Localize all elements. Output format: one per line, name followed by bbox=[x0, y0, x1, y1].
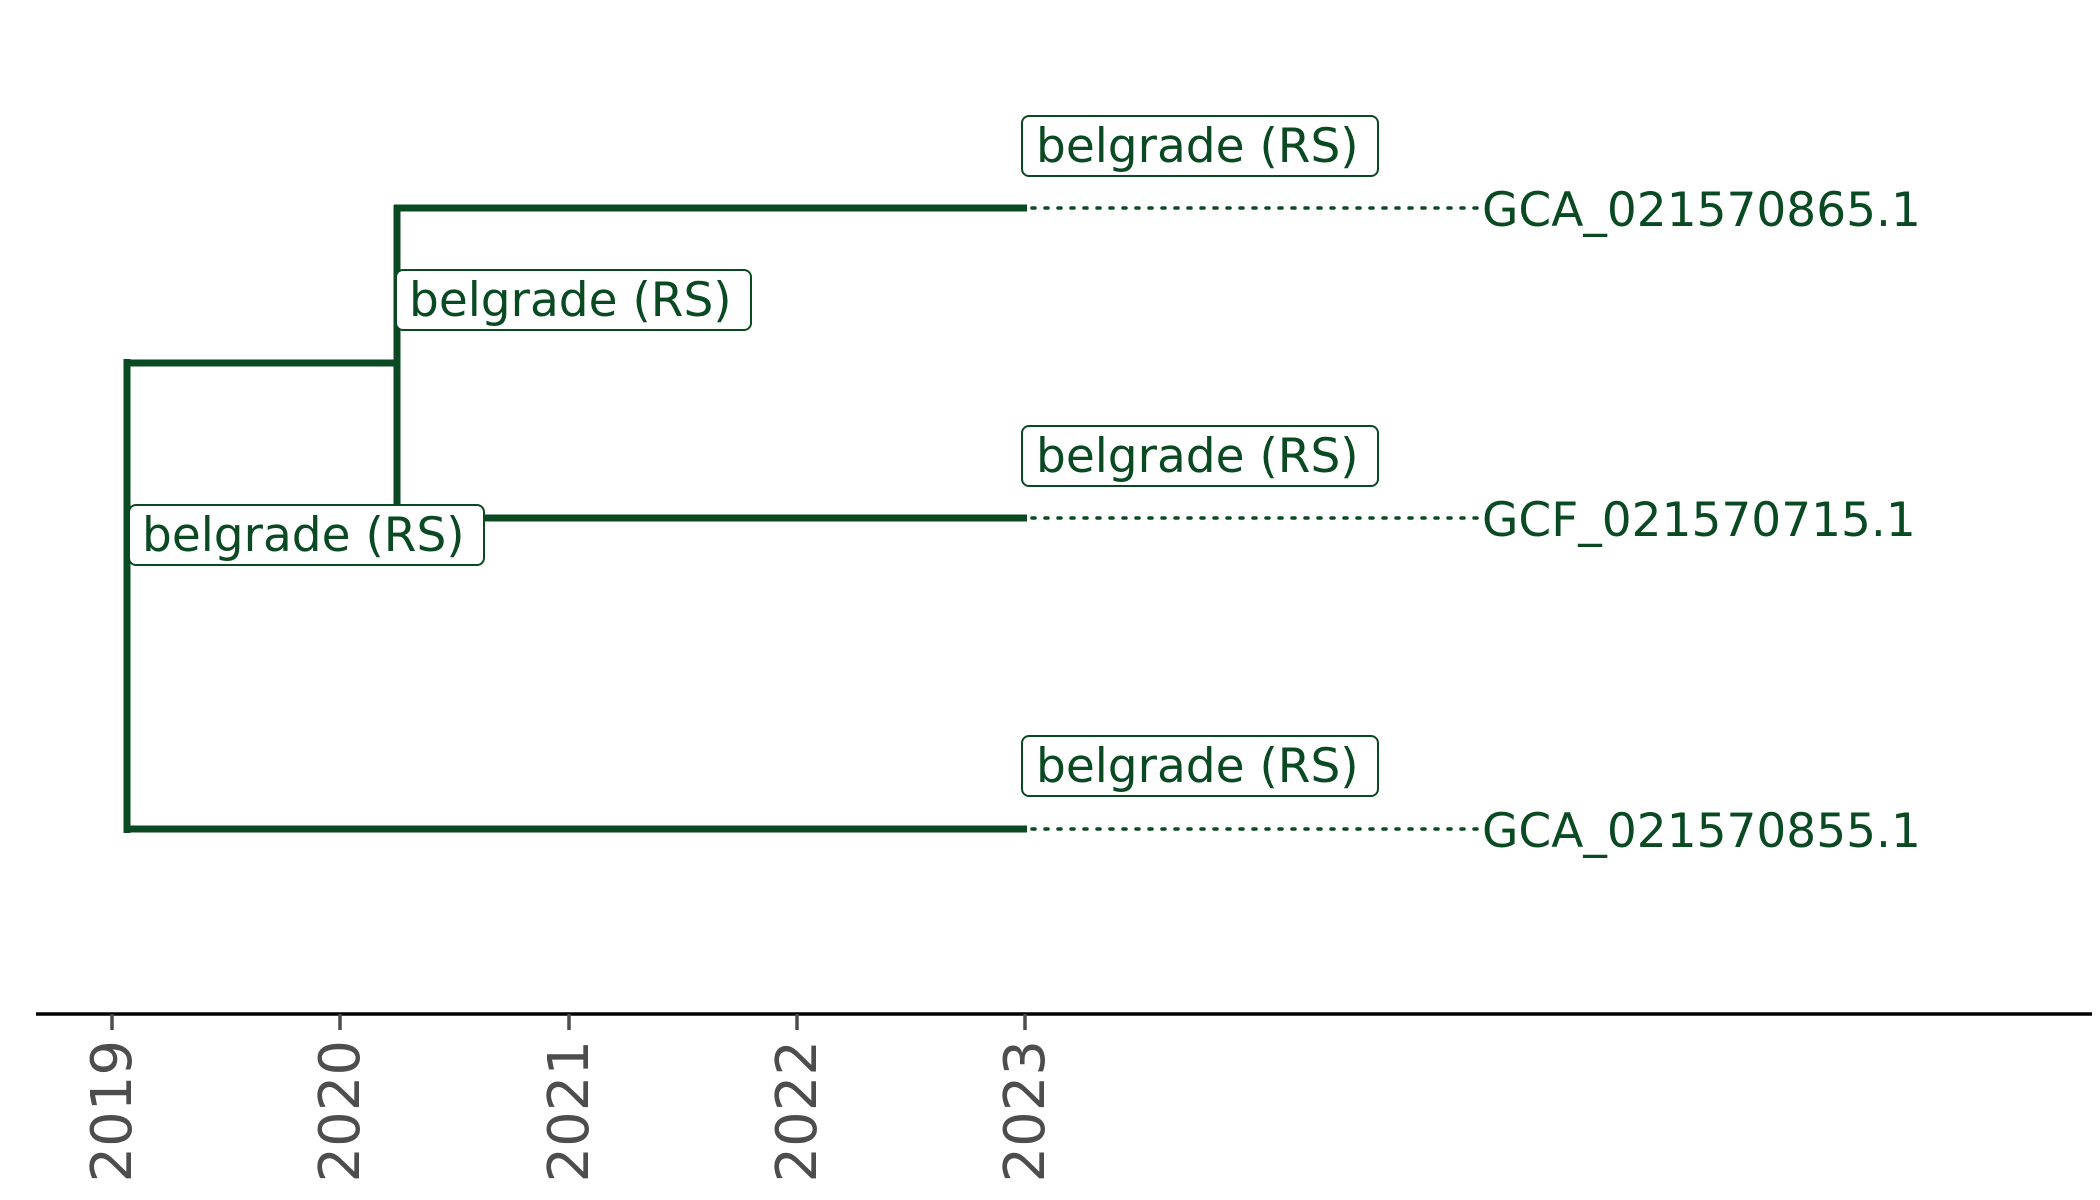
tip-3-location-label: belgrade (RS) bbox=[1021, 735, 1379, 797]
clade-1-location-label: belgrade (RS) bbox=[395, 269, 752, 331]
time-axis: 2019 2020 2021 2022 2023 bbox=[36, 1012, 2092, 1183]
tip-1-label: GCA_021570865.1 bbox=[1482, 183, 1921, 238]
tip-2-label: GCF_021570715.1 bbox=[1482, 493, 1916, 548]
tip-3-location-text: belgrade (RS) bbox=[1036, 739, 1359, 794]
location-labels: belgrade (RS) belgrade (RS) belgrade (RS… bbox=[128, 115, 1379, 797]
tip-1-location-label: belgrade (RS) bbox=[1021, 115, 1379, 177]
tip-3-label: GCA_021570855.1 bbox=[1482, 804, 1921, 859]
tip-1-location-text: belgrade (RS) bbox=[1036, 119, 1359, 174]
tip-leader-lines bbox=[1030, 206, 1482, 831]
x-tick-label-2020: 2020 bbox=[308, 1040, 373, 1183]
tree-branches bbox=[123, 204, 1027, 833]
tip-2-location-label: belgrade (RS) bbox=[1021, 425, 1379, 487]
x-tick-label-2021: 2021 bbox=[537, 1040, 602, 1183]
x-tick-label-2023: 2023 bbox=[993, 1040, 1058, 1183]
tip-labels: GCA_021570865.1 GCF_021570715.1 GCA_0215… bbox=[1482, 183, 1921, 859]
tip-2-location-text: belgrade (RS) bbox=[1036, 429, 1359, 484]
clade-1-location-text: belgrade (RS) bbox=[409, 273, 732, 328]
x-tick-label-2019: 2019 bbox=[80, 1040, 145, 1183]
root-location-label: belgrade (RS) bbox=[128, 504, 485, 566]
root-location-text: belgrade (RS) bbox=[142, 508, 465, 563]
x-tick-label-2022: 2022 bbox=[765, 1040, 830, 1183]
